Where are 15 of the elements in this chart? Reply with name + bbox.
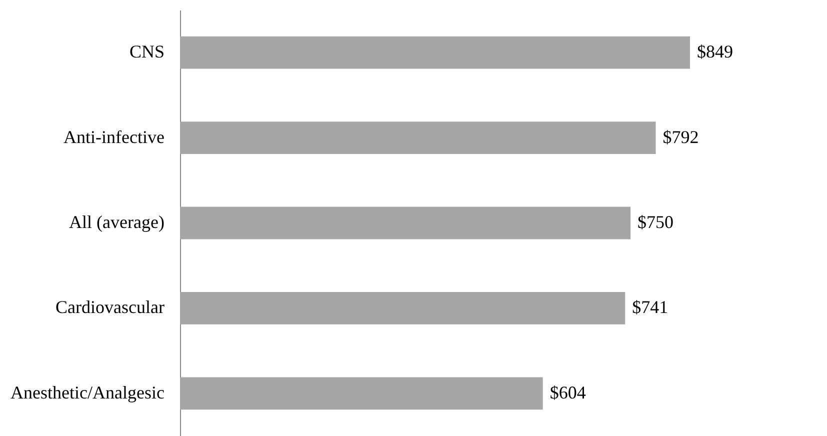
data-label: $849	[697, 42, 733, 62]
y-tick-label: CNS	[129, 42, 164, 62]
y-tick-label: All (average)	[69, 212, 164, 232]
data-label: $750	[638, 212, 674, 232]
data-label: $741	[632, 297, 668, 318]
bar	[180, 206, 631, 240]
bar	[180, 36, 690, 69]
y-tick-label: Anti-infective	[64, 126, 164, 147]
data-label: $604	[550, 382, 586, 402]
y-tick-label: Cardiovascular	[56, 297, 164, 318]
bar	[180, 292, 626, 324]
data-label: $792	[662, 126, 699, 147]
y-tick-label: Anesthetic/Analgesic	[10, 382, 165, 402]
bar	[180, 122, 656, 154]
bar	[180, 377, 543, 410]
